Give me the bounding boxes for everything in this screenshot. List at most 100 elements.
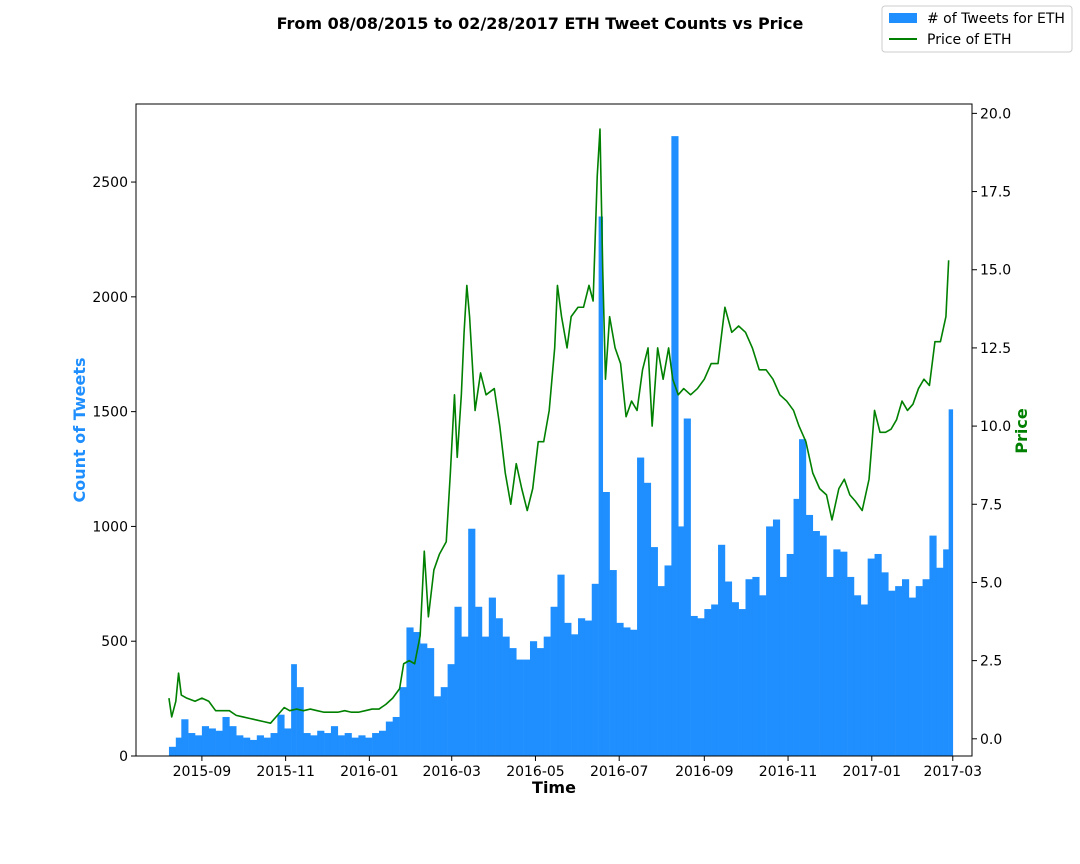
tweet-bar xyxy=(690,615,698,756)
tweet-bar xyxy=(591,583,599,756)
legend: # of Tweets for ETH Price of ETH xyxy=(881,5,1073,53)
x-axis-ticks: 2015-09 2015-11 2016-01 2016-03 2016-05 2016-… xyxy=(173,756,982,780)
tweet-bar xyxy=(195,735,203,756)
x-axis-label: Time xyxy=(532,778,576,797)
y-right-tick-label: 10.0 xyxy=(980,419,1011,435)
tweet-bar xyxy=(420,643,428,756)
tweet-bar xyxy=(243,737,251,756)
y-left-tick-label: 500 xyxy=(101,634,128,650)
plot-frame xyxy=(135,103,973,757)
tweet-bar xyxy=(324,733,332,756)
x-tick-label: 2016-11 xyxy=(759,764,818,780)
tweet-bar xyxy=(516,659,524,756)
x-tick-label: 2016-09 xyxy=(675,764,734,780)
tweet-bar xyxy=(270,733,278,756)
tweet-bar xyxy=(571,634,579,756)
tweet-bar xyxy=(704,609,712,756)
tweet-bar xyxy=(901,579,910,756)
tweet-bar xyxy=(181,719,189,756)
tweet-bar xyxy=(256,735,264,756)
tweet-bar xyxy=(657,586,665,756)
tweet-bar xyxy=(805,514,814,756)
tweet-bar xyxy=(643,482,652,756)
tweet-bar xyxy=(637,457,645,756)
tweet-bar xyxy=(502,636,510,756)
tweet-bar xyxy=(578,618,586,756)
price-line-layer xyxy=(168,128,950,724)
tweet-bar xyxy=(936,567,944,756)
tweet-bar xyxy=(779,576,787,756)
tweet-bar xyxy=(175,737,182,756)
y-right-axis-label: Price xyxy=(1012,408,1031,454)
tweet-bar xyxy=(793,498,800,756)
x-tick-label: 2015-09 xyxy=(173,764,232,780)
tweet-bar xyxy=(683,418,691,756)
tweet-bar xyxy=(392,716,400,756)
tweet-bar xyxy=(236,735,244,756)
y-right-tick-label: 7.5 xyxy=(980,497,1002,513)
tweet-bar xyxy=(427,648,435,756)
tweet-bar xyxy=(440,687,448,756)
tweet-bar xyxy=(840,551,848,756)
y-left-axis-label: Count of Tweets xyxy=(70,357,89,502)
tweet-bar xyxy=(664,565,672,756)
tweet-bar xyxy=(481,636,490,756)
tweet-bar xyxy=(772,519,781,756)
tweet-bar xyxy=(168,746,177,756)
tweet-bar xyxy=(317,730,325,756)
legend-box xyxy=(881,5,1073,53)
x-tick-label: 2016-03 xyxy=(422,764,481,780)
tweet-bar xyxy=(630,629,638,756)
y-right-tick-label: 5.0 xyxy=(980,575,1002,591)
tweet-bar xyxy=(812,531,820,756)
tweet-bar xyxy=(799,439,807,756)
tweet-bar xyxy=(277,714,285,756)
tweet-bar xyxy=(413,632,421,756)
tweet-bar xyxy=(915,586,923,756)
tweet-bar xyxy=(284,728,292,756)
y-left-tick-label: 1500 xyxy=(92,405,128,421)
tweet-bar xyxy=(550,606,558,756)
tweet-bar xyxy=(826,576,834,756)
tweet-bar xyxy=(372,733,380,756)
tweet-bar xyxy=(819,535,827,756)
tweet-bar xyxy=(731,602,739,756)
tweet-bar xyxy=(943,549,949,756)
x-tick-label: 2017-01 xyxy=(843,764,902,780)
tweet-bar xyxy=(529,641,538,756)
y-right-tick-label: 12.5 xyxy=(980,341,1011,357)
tweet-bar xyxy=(433,696,442,756)
tweet-bar xyxy=(564,622,572,756)
tweet-bar xyxy=(475,606,483,756)
tweet-bar xyxy=(351,737,359,756)
tweet-bar xyxy=(745,579,753,756)
y-right-axis-ticks: 0.0 2.5 5.0 7.5 10.0 12.5 15.0 17.5 20.0 xyxy=(972,106,1011,748)
tweet-bar xyxy=(860,604,868,756)
legend-label-price: Price of ETH xyxy=(927,32,1011,48)
tweet-bar xyxy=(557,574,565,756)
tweet-bar xyxy=(454,606,462,756)
tweet-bar xyxy=(888,590,896,756)
tweet-bar xyxy=(922,579,930,756)
tweet-bar xyxy=(895,586,903,756)
tweet-bar xyxy=(853,595,862,756)
tweet-bar xyxy=(222,716,230,756)
x-tick-label: 2016-07 xyxy=(590,764,649,780)
price-line xyxy=(168,128,950,724)
tweet-bar xyxy=(766,526,774,756)
tweet-bar xyxy=(495,618,503,756)
tweet-bar xyxy=(337,735,345,756)
tweet-bar xyxy=(908,597,917,756)
tweet-bar xyxy=(310,735,318,756)
tweet-bar xyxy=(303,733,311,756)
y-right-tick-label: 15.0 xyxy=(980,263,1011,279)
y-left-axis-ticks: 0 500 1000 1500 2000 2500 xyxy=(92,175,136,765)
tweet-bar xyxy=(847,576,855,756)
tweet-bar xyxy=(671,136,679,756)
tweet-bar xyxy=(650,547,658,756)
tweet-bar xyxy=(201,726,210,756)
x-tick-label: 2015-11 xyxy=(256,764,315,780)
x-tick-label: 2016-01 xyxy=(340,764,399,780)
tweet-bar xyxy=(358,735,366,756)
tweet-bar xyxy=(365,737,373,756)
